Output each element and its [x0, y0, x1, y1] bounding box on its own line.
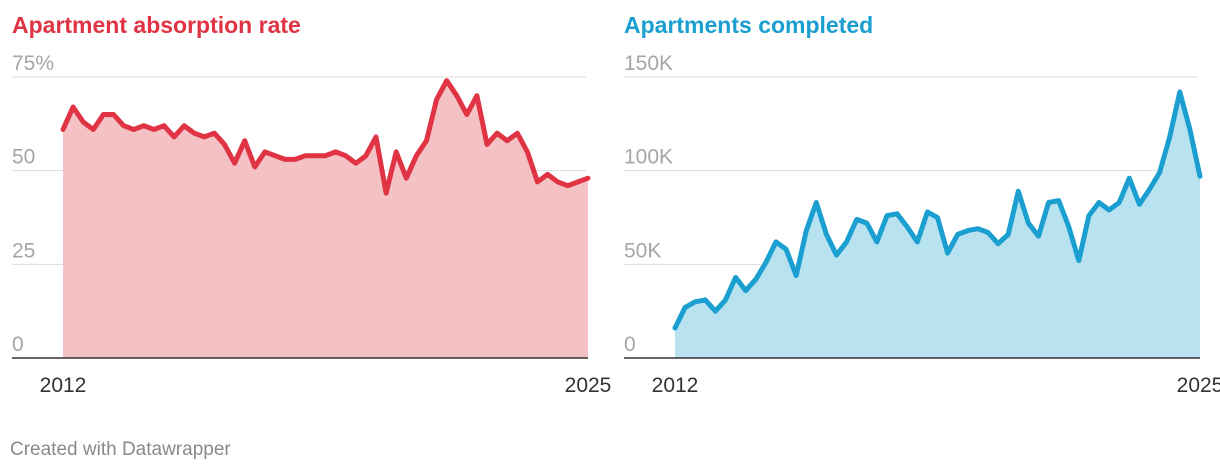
absorption-y-tick-label: 0	[12, 333, 24, 356]
absorption-series-line	[60, 78, 591, 196]
footer-credit: Created with Datawrapper	[10, 439, 231, 460]
completed-series-line	[672, 89, 1203, 331]
absorption-x-tick-label: 2025	[565, 374, 612, 397]
chart-title-apartments-completed: Apartments completed	[624, 12, 874, 38]
completed-x-tick-label: 2012	[652, 374, 699, 397]
chart-absorption-rate: 0 25 50 75% 2012 2025	[12, 52, 611, 397]
absorption-y-tick-label: 25	[12, 239, 35, 262]
completed-y-tick-label: 100K	[624, 146, 673, 169]
completed-y-tick-label: 50K	[624, 239, 661, 262]
completed-x-tick-label: 2025	[1177, 374, 1220, 397]
absorption-x-tick-label: 2012	[40, 374, 87, 397]
completed-y-tick-label: 0	[624, 333, 636, 356]
chart-apartments-completed: 0 50K 100K 150K 2012 2025	[624, 52, 1220, 397]
absorption-y-tick-label: 50	[12, 146, 35, 169]
chart-title-absorption-rate: Apartment absorption rate	[12, 12, 301, 38]
completed-y-tick-label: 150K	[624, 52, 673, 75]
absorption-y-tick-label: 75%	[12, 52, 54, 75]
absorption-area-fill	[63, 80, 588, 358]
